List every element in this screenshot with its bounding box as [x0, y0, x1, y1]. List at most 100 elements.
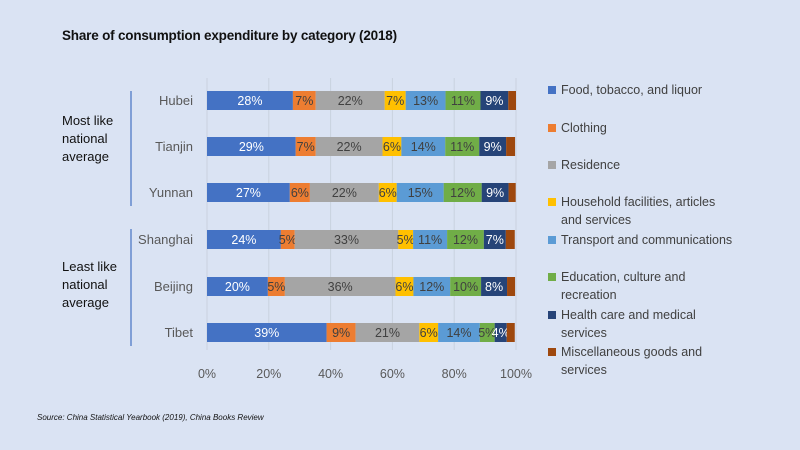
group-label-line: Least like: [62, 259, 117, 274]
data-label: 29%: [239, 140, 264, 154]
data-label: 6%: [291, 186, 309, 200]
bar-segment: [481, 277, 508, 296]
data-label: 5%: [478, 326, 496, 340]
group-label-least-like: Least like national average: [62, 258, 132, 312]
data-label: 5%: [397, 233, 415, 247]
legend-label: Education, culture and: [561, 270, 686, 284]
data-label: 14%: [411, 140, 436, 154]
x-tick-label: 20%: [256, 367, 281, 381]
bar-segment: [443, 183, 482, 202]
category-label: Hubei: [159, 93, 193, 108]
data-label: 27%: [236, 186, 261, 200]
x-axis-ticks: 0% 20% 40% 60% 80% 100%: [198, 367, 532, 381]
legend-label: recreation: [561, 288, 617, 302]
data-label: 11%: [418, 233, 442, 247]
bar-segment: [326, 323, 356, 342]
bar-segment: [401, 137, 446, 156]
legend-item: Residence: [548, 156, 786, 174]
data-label: 22%: [332, 186, 357, 200]
bar-segment: [378, 183, 397, 202]
category-label: Tibet: [165, 325, 194, 340]
bar-segment: [507, 277, 516, 296]
bar-segment: [506, 323, 515, 342]
legend-swatch: [548, 86, 556, 94]
legend-label: services: [561, 326, 607, 340]
group-label-line: average: [62, 149, 109, 164]
legend-swatch: [548, 311, 556, 319]
data-label: 13%: [413, 94, 438, 108]
legend-swatch: [548, 161, 556, 169]
data-label: 33%: [334, 233, 359, 247]
bar-segment: [447, 230, 484, 249]
data-label: 12%: [450, 186, 475, 200]
legend-label: Transport and communications: [561, 233, 733, 247]
bar-segment: [207, 230, 281, 249]
bar-segment: [207, 183, 290, 202]
chart-title: Share of consumption expenditure by cate…: [62, 28, 397, 43]
category-label: Tianjin: [155, 139, 193, 154]
data-label: 12%: [453, 233, 478, 247]
bar-segment: [280, 230, 295, 249]
data-label: 7%: [486, 233, 504, 247]
legend-swatch: [548, 273, 556, 281]
bar-segment: [284, 277, 396, 296]
bar-segment: [413, 230, 448, 249]
legend-label: Food, tobacco, and liquor: [561, 83, 703, 97]
bar-segment: [505, 230, 515, 249]
bar-segment: [396, 183, 444, 202]
group-label-most-like: Most like national average: [62, 112, 132, 166]
legend-label: Miscellaneous goods and: [561, 345, 703, 359]
data-label: 4%: [492, 326, 510, 340]
group-label-line: Most like: [62, 113, 114, 128]
x-tick-label: 80%: [442, 367, 467, 381]
group-label-line: national: [62, 131, 108, 146]
data-label: 9%: [484, 140, 502, 154]
x-tick-label: 60%: [380, 367, 405, 381]
gridlines: [206, 78, 517, 350]
data-label: 21%: [375, 326, 400, 340]
data-label: 39%: [254, 326, 279, 340]
legend-label: services: [561, 363, 607, 377]
legend-label: Residence: [561, 158, 621, 172]
legend-item: Clothing: [548, 119, 786, 137]
legend-label: Clothing: [561, 121, 607, 135]
bar-segment: [382, 137, 402, 156]
legend-label: and services: [561, 213, 632, 227]
bar-segment: [445, 91, 481, 110]
data-label: 11%: [451, 94, 475, 108]
data-label: 9%: [485, 94, 503, 108]
bar-segment: [315, 137, 383, 156]
legend-label: Household facilities, articles: [561, 195, 716, 209]
x-tick-label: 0%: [198, 367, 216, 381]
legend-swatch: [548, 348, 556, 356]
legend-item: Transport and communications: [548, 231, 786, 249]
bar-segment: [483, 230, 506, 249]
data-label: 22%: [338, 94, 363, 108]
data-label: 20%: [225, 280, 250, 294]
group-label-line: national: [62, 277, 108, 292]
bar-segment: [295, 137, 316, 156]
bar-segment: [419, 323, 439, 342]
bar-segment: [438, 323, 480, 342]
bar-segment: [506, 137, 516, 156]
data-label: 6%: [379, 186, 397, 200]
x-tick-label: 40%: [318, 367, 343, 381]
bar-segment: [292, 91, 316, 110]
bar-segment: [508, 183, 516, 202]
data-label: 7%: [295, 94, 313, 108]
category-labels: Hubei Tianjin Yunnan Shanghai Beijing Tibet: [138, 93, 193, 340]
bar-segment: [267, 277, 285, 296]
bar-segment: [355, 323, 420, 342]
legend-swatch: [548, 236, 556, 244]
data-label: 9%: [332, 326, 350, 340]
data-label: 6%: [420, 326, 438, 340]
bar-segment: [479, 323, 495, 342]
bar-segment: [405, 91, 446, 110]
data-label: 12%: [419, 280, 444, 294]
data-label: 15%: [408, 186, 433, 200]
data-label: 5%: [279, 233, 297, 247]
data-label: 24%: [231, 233, 256, 247]
bar-segment: [384, 91, 406, 110]
legend-swatch: [548, 124, 556, 132]
